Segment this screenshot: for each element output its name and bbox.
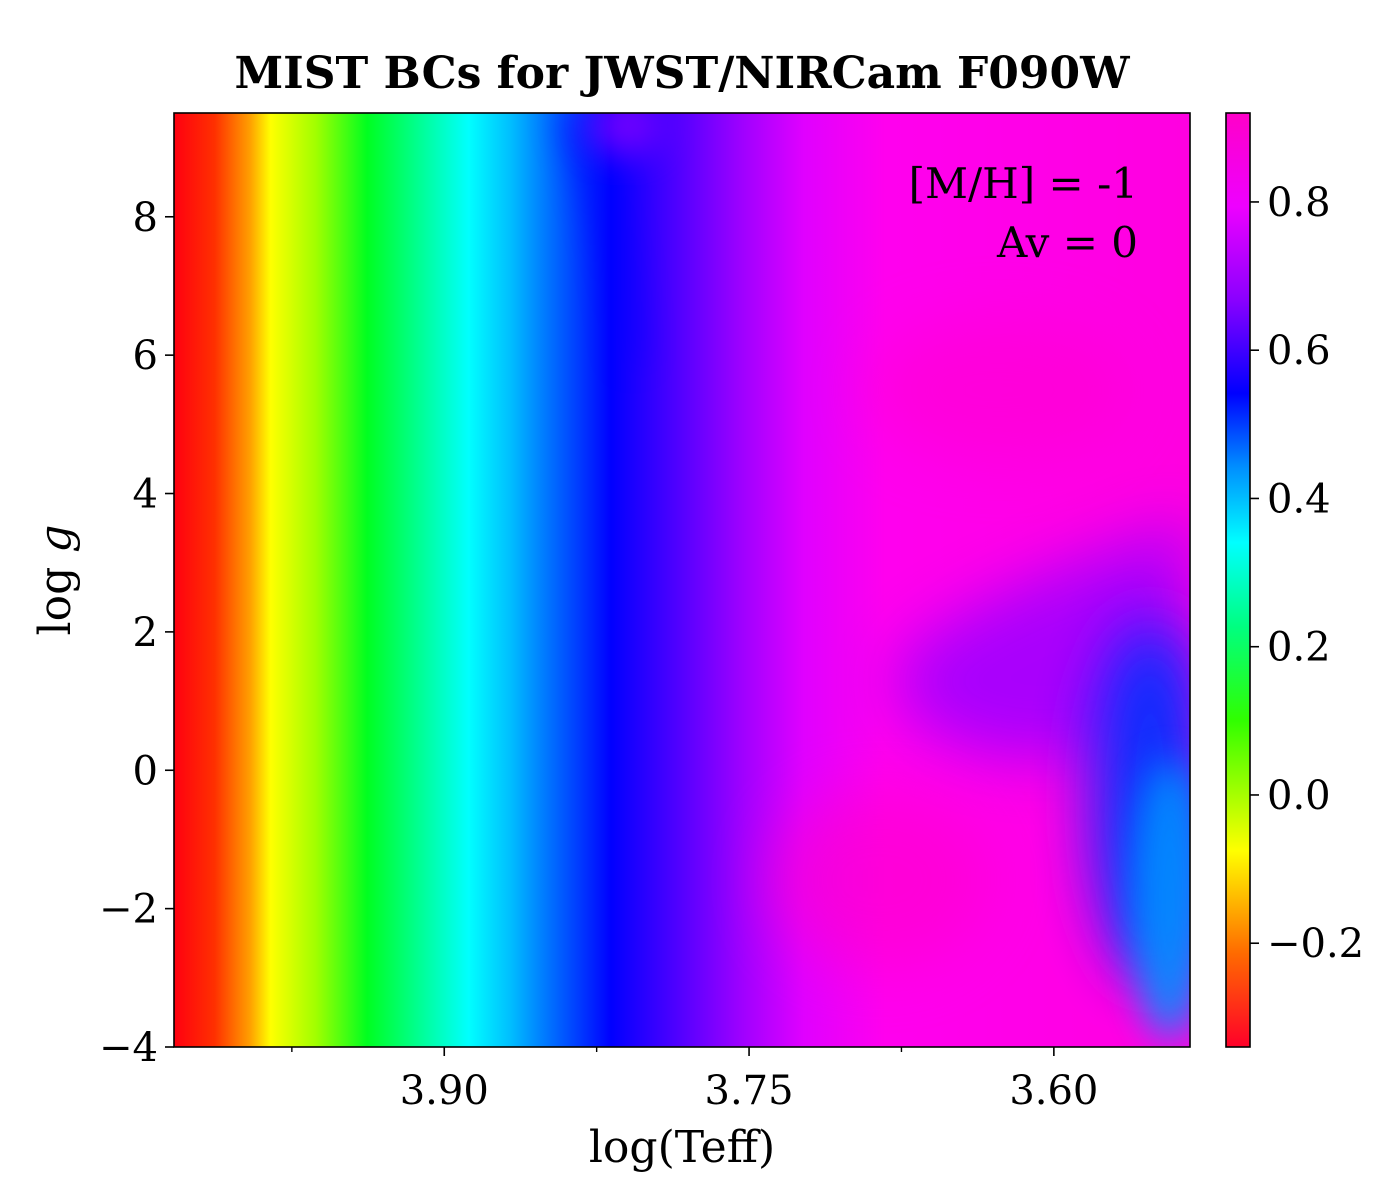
y-tick-label: 2 xyxy=(133,610,158,656)
heatmap-lightblue-pocket xyxy=(1130,760,1190,1040)
y-axis-label-main: log xyxy=(30,553,81,636)
y-tick-label: 6 xyxy=(133,333,158,379)
y-axis-label-italic: g xyxy=(30,525,81,553)
heatmap-plot-area xyxy=(174,113,1190,1047)
x-tick-label: 3.90 xyxy=(400,1068,489,1114)
colorbar-tick-label: 0.4 xyxy=(1267,476,1331,522)
heatmap-base-band xyxy=(174,113,1190,1047)
annotation-extinction: Av = 0 xyxy=(996,218,1138,267)
colorbar xyxy=(1225,112,1251,1048)
x-axis: 3.90 3.75 3.60 xyxy=(291,1047,1098,1114)
colorbar-tick-label: 0.6 xyxy=(1267,328,1331,374)
y-tick-label: 4 xyxy=(133,472,158,518)
y-tick-label: −2 xyxy=(99,887,158,933)
y-tick-label: −4 xyxy=(99,1025,158,1071)
y-axis: −4 −2 0 2 4 6 8 xyxy=(99,195,174,1071)
x-tick-label: 3.60 xyxy=(1009,1068,1098,1114)
colorbar-axis: −0.2 0.0 0.2 0.4 0.6 0.8 xyxy=(1250,180,1364,967)
y-axis-label: log g xyxy=(30,525,81,636)
plot-frame xyxy=(173,112,1191,1048)
y-tick-label: 0 xyxy=(133,748,158,794)
chart-title: MIST BCs for JWST/NIRCam F090W xyxy=(234,48,1130,99)
annotation-metallicity: [M/H] = -1 xyxy=(909,159,1138,208)
colorbar-tick-label: −0.2 xyxy=(1267,921,1364,967)
heatmap-blue-ridge xyxy=(560,113,640,360)
x-axis-label: log(Teff) xyxy=(589,1122,775,1173)
x-tick-label: 3.75 xyxy=(705,1068,794,1114)
heatmap-pink-lobe-upper xyxy=(870,320,1130,460)
heatmap-pink-lobe-lower xyxy=(770,790,990,970)
colorbar-tick-label: 0.0 xyxy=(1267,773,1331,819)
colorbar-tick-label: 0.8 xyxy=(1267,180,1331,226)
heatmap-top-purple xyxy=(590,113,660,155)
colorbar-tick-label: 0.2 xyxy=(1267,625,1331,671)
y-tick-label: 8 xyxy=(133,195,158,241)
